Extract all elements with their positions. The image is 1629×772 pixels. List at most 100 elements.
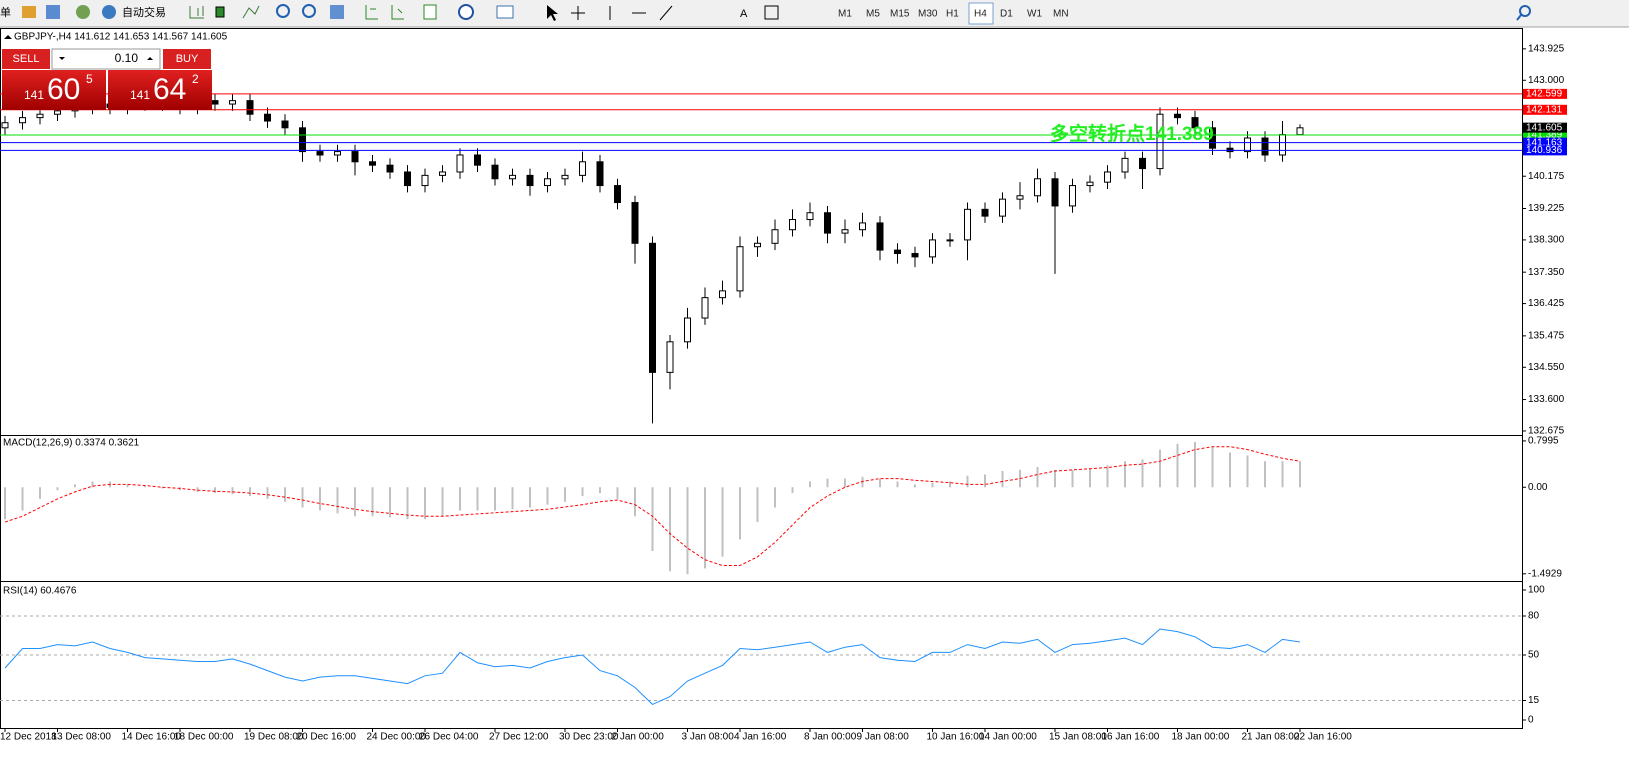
icon[interactable] (242, 5, 260, 19)
candle-body (964, 208, 971, 241)
candle-body (1069, 185, 1076, 207)
icon[interactable] (423, 4, 437, 20)
annotation: 多空转折点141.389 (1050, 122, 1214, 145)
timeframe[interactable]: W1 (1027, 9, 1042, 20)
lot-input[interactable] (51, 48, 161, 70)
price-label: 141.163 (1526, 137, 1563, 148)
price-label-bg (1523, 129, 1567, 140)
toolbar-label: 单 (0, 6, 11, 19)
candle-body (474, 154, 481, 166)
macd-bar (336, 487, 339, 514)
macd-bar (406, 487, 409, 520)
price-label-bg (1523, 104, 1567, 115)
label-tool[interactable] (764, 5, 779, 20)
candle-body (701, 297, 709, 319)
macd-bar (126, 484, 129, 488)
macd-bar (1229, 452, 1231, 488)
candle-body (806, 212, 814, 221)
lot-down[interactable] (59, 57, 65, 60)
candle-body (316, 151, 324, 156)
macd-signal (4, 446, 1301, 567)
macd-bar (546, 487, 549, 505)
macd-bar (984, 474, 986, 488)
macd-bar (196, 487, 199, 492)
macd-bar (249, 487, 251, 496)
candle-body (439, 171, 446, 176)
line-tools[interactable] (609, 5, 673, 21)
buy-button[interactable] (163, 49, 211, 69)
macd-bar (389, 487, 391, 518)
icon[interactable] (391, 5, 404, 20)
last-price-bg (1523, 122, 1567, 133)
macd-bar (739, 487, 741, 540)
zoom-out[interactable] (302, 4, 316, 18)
collapse-icon[interactable] (4, 35, 12, 39)
icon[interactable] (189, 6, 204, 19)
y-tick-label: 80 (1528, 611, 1540, 622)
icon[interactable] (76, 5, 90, 19)
timeframe[interactable]: M30 (918, 9, 938, 20)
x-tick-label: 13 Dec 08:00 (52, 732, 112, 743)
macd-bar (1246, 455, 1249, 488)
candle-body (281, 120, 289, 129)
x-tick-label: 24 Dec 00:00 (367, 732, 427, 743)
candle-body (614, 185, 621, 204)
icon[interactable] (458, 4, 474, 20)
macd-bar (966, 475, 969, 488)
timeframe[interactable]: M5 (866, 9, 880, 20)
buy-price-box[interactable] (108, 70, 212, 110)
crosshair-tool[interactable] (571, 6, 585, 20)
chart-frame (0, 28, 1523, 729)
y-tick-label: 100 (1528, 585, 1545, 596)
icon[interactable] (330, 5, 344, 19)
macd-bar (1124, 461, 1126, 488)
macd-bar (1299, 461, 1301, 488)
macd-bar (774, 487, 776, 508)
x-tick-label: 2 Jan 00:00 (612, 732, 665, 743)
timeframe[interactable]: H4 (974, 9, 987, 20)
icon[interactable] (365, 5, 378, 20)
macd-bar (1036, 466, 1039, 488)
candle-body (666, 341, 674, 373)
sell-label[interactable]: SELL (13, 53, 40, 65)
candle-body (36, 113, 44, 119)
candle-body (229, 100, 236, 105)
timeframe[interactable]: M15 (890, 9, 910, 20)
macd-bar (459, 487, 461, 511)
macd-bar (301, 487, 304, 508)
x-tick-label: 9 Jan 08:00 (857, 732, 910, 743)
icon[interactable] (22, 6, 36, 18)
icon[interactable] (46, 5, 60, 19)
timeframe[interactable]: M1 (838, 9, 852, 20)
search[interactable] (1519, 5, 1531, 17)
candle-body (1, 122, 9, 129)
price-label: 140.936 (1526, 145, 1563, 156)
timeframe[interactable]: D1 (1000, 9, 1013, 20)
macd-bar (861, 476, 864, 488)
icon[interactable] (496, 5, 514, 19)
x-tick-label: 26 Dec 04:00 (419, 732, 479, 743)
sell-price-box[interactable] (2, 70, 106, 110)
lot-up[interactable] (147, 57, 153, 60)
lot-value[interactable]: 0.10 (115, 51, 139, 65)
macd-bar (354, 487, 356, 517)
icon[interactable] (215, 6, 225, 18)
candle-body (841, 229, 849, 234)
macd-bar (494, 487, 496, 511)
zoom-in[interactable] (276, 4, 290, 18)
selected-timeframe (968, 2, 994, 25)
timeframe[interactable]: MN (1053, 9, 1069, 20)
candle-body (946, 239, 954, 242)
icon[interactable] (102, 5, 116, 19)
cursor-tool[interactable] (547, 5, 558, 21)
timeframe[interactable]: H1 (946, 9, 959, 20)
autotrade-button[interactable]: 自动交易 (122, 5, 166, 19)
buy-label[interactable]: BUY (176, 53, 199, 65)
sell-button[interactable] (2, 49, 50, 69)
y-tick-label: 136.425 (1528, 298, 1565, 309)
macd-bar (1159, 449, 1161, 488)
macd-bar (144, 486, 146, 488)
candle-body (369, 161, 376, 166)
text-tool[interactable]: A (740, 8, 748, 20)
